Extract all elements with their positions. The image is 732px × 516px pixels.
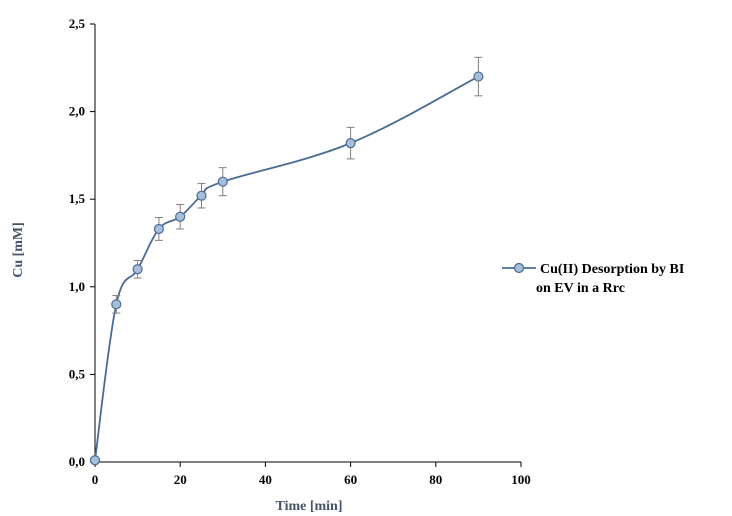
y-tick-label: 1,0 (69, 279, 85, 294)
x-tick-label: 60 (344, 472, 357, 487)
x-tick-label: 80 (429, 472, 442, 487)
y-tick-label: 0,0 (69, 454, 85, 469)
data-point (89, 455, 101, 466)
legend-label-line: on EV in a Rrc (536, 281, 625, 296)
y-tick-label: 0,5 (69, 366, 86, 381)
series-line (94, 75, 479, 461)
data-point (473, 71, 484, 82)
data-point (153, 223, 164, 235)
x-tick-label: 40 (259, 472, 272, 487)
y-axis-title: Cu [mM] (11, 222, 26, 278)
y-tick-label: 2,0 (69, 104, 85, 119)
data-point (132, 264, 143, 275)
data-point (175, 211, 186, 222)
legend-label: Cu(II) Desorption by BI on EV in a Rrc (536, 262, 684, 296)
data-point (345, 138, 356, 149)
plot-area: 0,0 0,5 1,0 1,5 2,0 2,5 0 20 40 60 80 100 Cu(II) Des… (69, 16, 685, 487)
x-tick-label: 100 (511, 472, 531, 487)
y-tick-label: 1,5 (69, 191, 86, 206)
data-point (217, 176, 228, 187)
x-tick-label: 20 (174, 472, 187, 487)
data-point (111, 299, 122, 310)
y-tick-label: 2,5 (69, 16, 86, 31)
legend-marker (513, 262, 525, 274)
legend-label-line: Cu(II) Desorption by BI (540, 262, 684, 277)
data-point (196, 190, 207, 201)
x-tick-label: 0 (92, 472, 99, 487)
x-axis-title: Time [min] (275, 499, 342, 514)
